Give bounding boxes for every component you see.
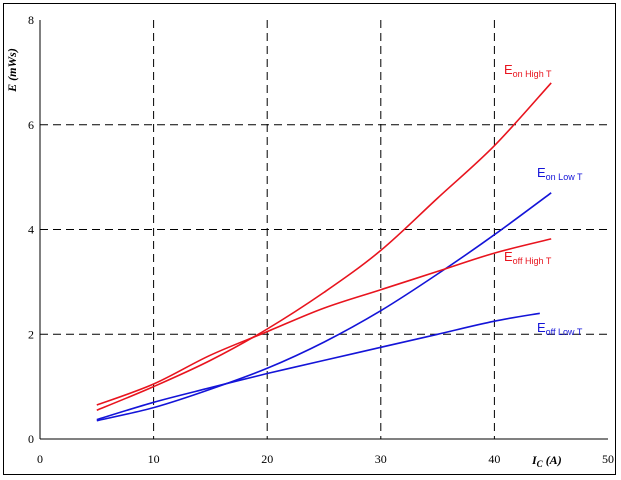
y-tick-label-6: 6	[28, 118, 34, 132]
series-label-sub-4: off Low T	[546, 327, 583, 337]
series-line-1	[96, 82, 552, 411]
series-line-4	[96, 312, 540, 421]
axes	[39, 20, 608, 440]
series-label-sub-3: off High T	[513, 256, 552, 266]
y-tick-label-8: 8	[28, 13, 34, 27]
tick-labels: 0 10 20 30 40 50 0 2 4 6 8	[28, 13, 614, 466]
y-axis-title: E (mWs)	[5, 48, 19, 93]
series-label-4: Eoff Low T	[537, 320, 583, 337]
grid	[40, 20, 608, 439]
series-label-main-3: E	[504, 249, 513, 264]
x-axis-title-unit: (A)	[543, 453, 562, 467]
series-lines	[96, 82, 552, 422]
x-axis-title: IC (A)	[531, 453, 562, 469]
series-label-2: Eon Low T	[537, 165, 583, 182]
x-tick-label-50: 50	[602, 452, 614, 466]
y-tick-label-0: 0	[28, 432, 34, 446]
x-tick-label-40: 40	[488, 452, 500, 466]
x-tick-label-20: 20	[261, 452, 273, 466]
series-line-3	[96, 238, 552, 406]
y-tick-label-4: 4	[28, 223, 34, 237]
series-label-1: Eon High T	[504, 62, 552, 79]
series-label-main-4: E	[537, 320, 546, 335]
series-label-sub-2: on Low T	[546, 172, 583, 182]
x-tick-label-0: 0	[37, 452, 43, 466]
x-tick-label-30: 30	[375, 452, 387, 466]
y-tick-label-2: 2	[28, 327, 34, 341]
series-label-main-1: E	[504, 62, 513, 77]
chart-frame: 0 10 20 30 40 50 0 2 4 6 8 Eon High T Eon Low T Eoff…	[3, 3, 616, 475]
series-line-2	[96, 192, 552, 422]
x-axis-title-main: I	[531, 453, 538, 467]
series-label-sub-1: on High T	[513, 69, 552, 79]
x-tick-label-10: 10	[148, 452, 160, 466]
series-label-3: Eoff High T	[504, 249, 552, 266]
x-axis-title-sub: C	[537, 459, 544, 469]
series-label-main-2: E	[537, 165, 546, 180]
